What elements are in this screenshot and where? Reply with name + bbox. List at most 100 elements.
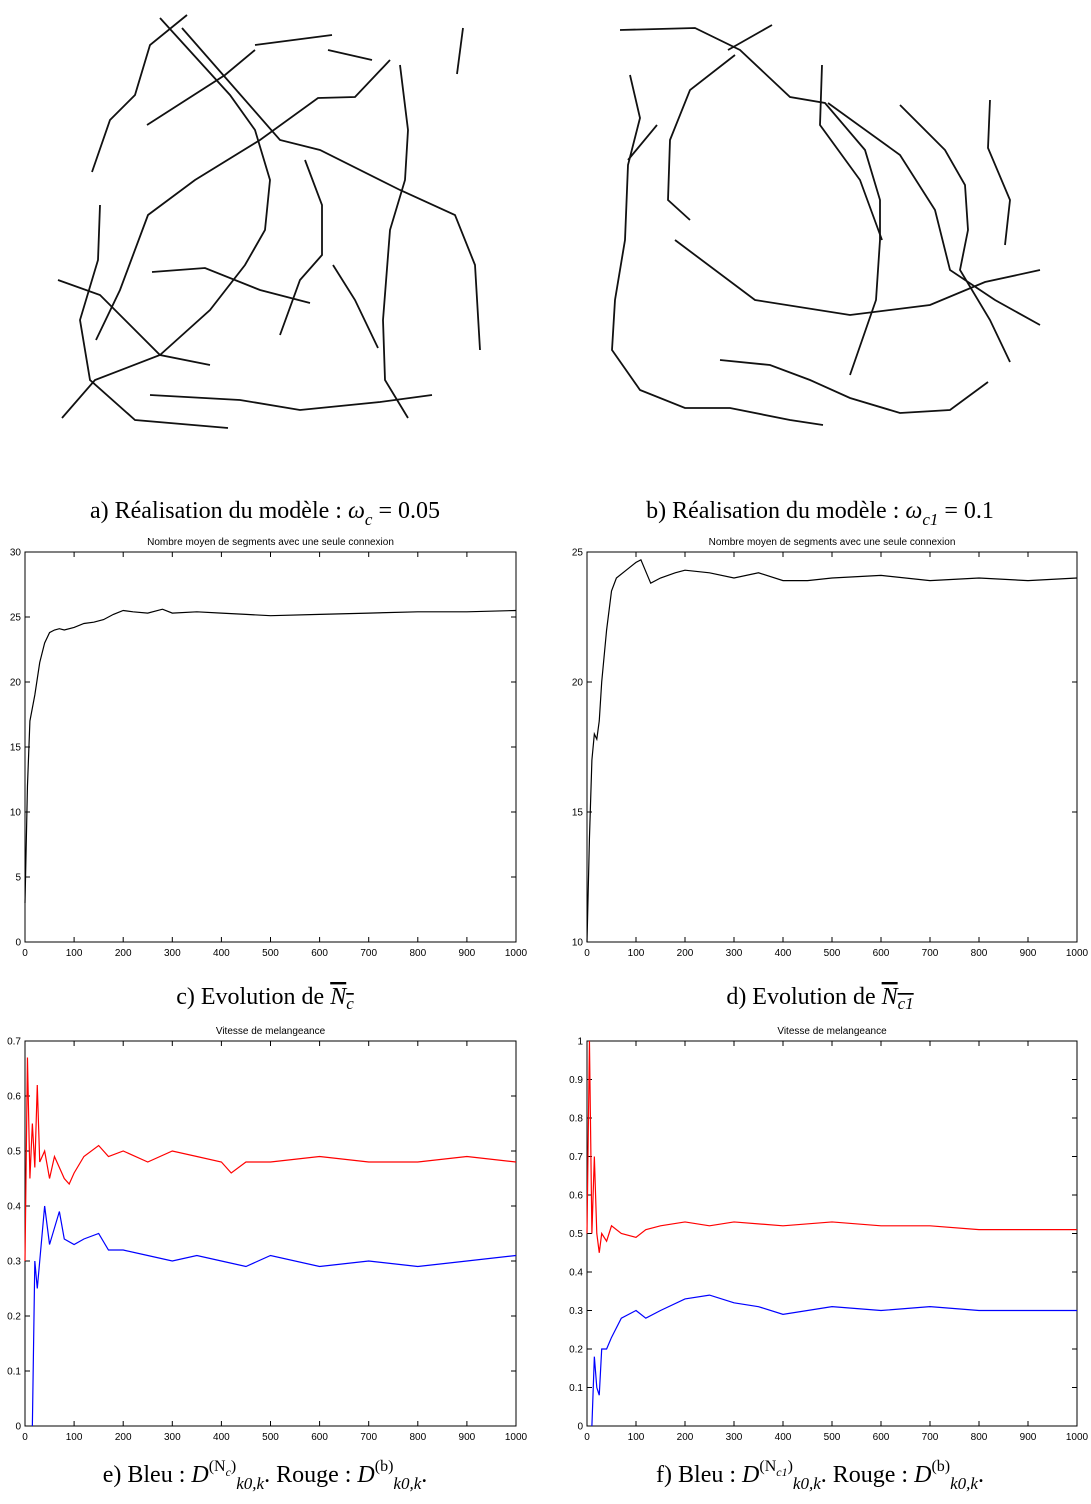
y-tick-label: 0.5 xyxy=(7,1147,21,1158)
segment xyxy=(95,59,391,341)
segment xyxy=(987,99,1011,246)
caption-part: D xyxy=(913,1462,931,1488)
segment xyxy=(667,54,736,221)
chart: Nombre moyen de segments avec une seule … xyxy=(10,537,528,959)
x-tick-label: 200 xyxy=(677,1432,694,1443)
caption-part: N xyxy=(329,984,348,1010)
chart-title: Vitesse de melangeance xyxy=(216,1026,326,1037)
y-tick-label: 20 xyxy=(572,678,584,689)
x-tick-label: 300 xyxy=(164,1432,181,1443)
segment xyxy=(819,64,883,241)
y-tick-label: 0.2 xyxy=(7,1312,21,1323)
y-tick-label: 0 xyxy=(15,1422,21,1433)
caption: b) Réalisation du modèle : ωc1 = 0.1 xyxy=(646,498,994,529)
caption-part: k0,k xyxy=(950,1474,978,1493)
caption-part: e) Bleu : xyxy=(103,1462,192,1488)
x-tick-label: 600 xyxy=(873,1432,890,1443)
chart: Vitesse de melangeance 0 100 200 300 400 500 60… xyxy=(7,1026,527,1443)
data-line xyxy=(24,608,517,904)
x-tick-label: 300 xyxy=(726,948,743,959)
y-tick-label: 10 xyxy=(572,938,584,949)
chart: Vitesse de melangeance 0 100 200 300 400 500 60… xyxy=(569,1026,1088,1443)
segment xyxy=(181,27,481,351)
y-tick-label: 10 xyxy=(10,808,22,819)
x-tick-label: 200 xyxy=(677,948,694,959)
y-tick-label: 20 xyxy=(10,678,22,689)
plot-frame xyxy=(586,551,1078,943)
caption-part: c) Evolution de xyxy=(176,984,330,1010)
caption-part: c xyxy=(365,510,373,529)
y-tick-label: 1 xyxy=(577,1037,583,1048)
x-tick-label: 0 xyxy=(584,948,590,959)
x-tick-label: 900 xyxy=(1020,1432,1037,1443)
caption-part: c1 xyxy=(922,510,938,529)
x-tick-label: 700 xyxy=(922,1432,939,1443)
caption-part: D xyxy=(190,1462,208,1488)
data-line xyxy=(31,1205,517,1427)
caption-part: c1 xyxy=(776,1465,787,1479)
data-line xyxy=(586,1040,1077,1253)
caption-part: . Rouge : xyxy=(821,1462,914,1488)
x-tick-label: 100 xyxy=(628,1432,645,1443)
caption-part: c1 xyxy=(898,994,914,1013)
caption-part: = 0.1 xyxy=(938,498,994,524)
caption-part: ω xyxy=(905,498,922,524)
x-tick-label: 800 xyxy=(971,1432,988,1443)
x-tick-label: 1000 xyxy=(505,948,528,959)
x-tick-label: 600 xyxy=(311,948,328,959)
caption-part: D xyxy=(741,1462,759,1488)
caption-part: . xyxy=(421,1462,427,1488)
caption-part: . xyxy=(978,1462,984,1488)
caption-part: k0,k xyxy=(236,1474,264,1493)
segment xyxy=(827,102,1041,326)
segment xyxy=(61,17,271,419)
segment xyxy=(619,27,881,376)
caption-part: (N xyxy=(209,1458,226,1475)
y-tick-label: 0.3 xyxy=(7,1257,21,1268)
caption-part: ) xyxy=(231,1458,236,1475)
chart-title: Nombre moyen de segments avec une seule … xyxy=(709,537,956,548)
y-tick-label: 0.4 xyxy=(569,1268,583,1279)
x-tick-label: 0 xyxy=(22,948,28,959)
x-tick-label: 500 xyxy=(824,1432,841,1443)
caption: c) Evolution de Nc xyxy=(176,984,354,1013)
y-tick-label: 0 xyxy=(577,1422,583,1433)
x-tick-label: 400 xyxy=(775,948,792,959)
data-line xyxy=(24,1057,517,1262)
segment xyxy=(151,267,311,304)
y-tick-label: 0.6 xyxy=(569,1191,583,1202)
x-tick-label: 700 xyxy=(922,948,939,959)
x-tick-label: 500 xyxy=(824,948,841,959)
segment xyxy=(727,24,773,51)
caption-part: b) Réalisation du modèle : xyxy=(646,498,905,524)
segment xyxy=(382,64,409,419)
segment xyxy=(719,359,989,414)
caption-part: k0,k xyxy=(393,1474,421,1493)
data-line xyxy=(586,558,1078,943)
caption: e) Bleu : D(Nc)k0,k. Rouge : D(b)k0,k. xyxy=(103,1458,428,1493)
y-tick-label: 30 xyxy=(10,548,22,559)
segment xyxy=(149,394,433,411)
x-tick-label: 500 xyxy=(262,948,279,959)
caption-part: ω xyxy=(348,498,365,524)
caption-part: (b) xyxy=(375,1458,394,1475)
segment xyxy=(332,264,379,349)
segment xyxy=(611,74,824,426)
caption: a) Réalisation du modèle : ωc = 0.05 xyxy=(90,498,440,529)
caption-part: c xyxy=(226,1465,232,1479)
x-tick-label: 1000 xyxy=(505,1432,528,1443)
caption-part: (N xyxy=(759,1458,776,1475)
x-tick-label: 800 xyxy=(971,948,988,959)
chart: Nombre moyen de segments avec une seule … xyxy=(572,537,1089,959)
x-tick-label: 400 xyxy=(213,1432,230,1443)
y-tick-label: 0 xyxy=(15,938,21,949)
x-tick-label: 100 xyxy=(628,948,645,959)
x-tick-label: 900 xyxy=(459,948,476,959)
y-tick-label: 25 xyxy=(10,613,22,624)
x-tick-label: 800 xyxy=(409,1432,426,1443)
y-tick-label: 0.2 xyxy=(569,1345,583,1356)
chart-title: Vitesse de melangeance xyxy=(777,1026,887,1037)
segment xyxy=(254,34,333,46)
data-line xyxy=(591,1294,1077,1427)
